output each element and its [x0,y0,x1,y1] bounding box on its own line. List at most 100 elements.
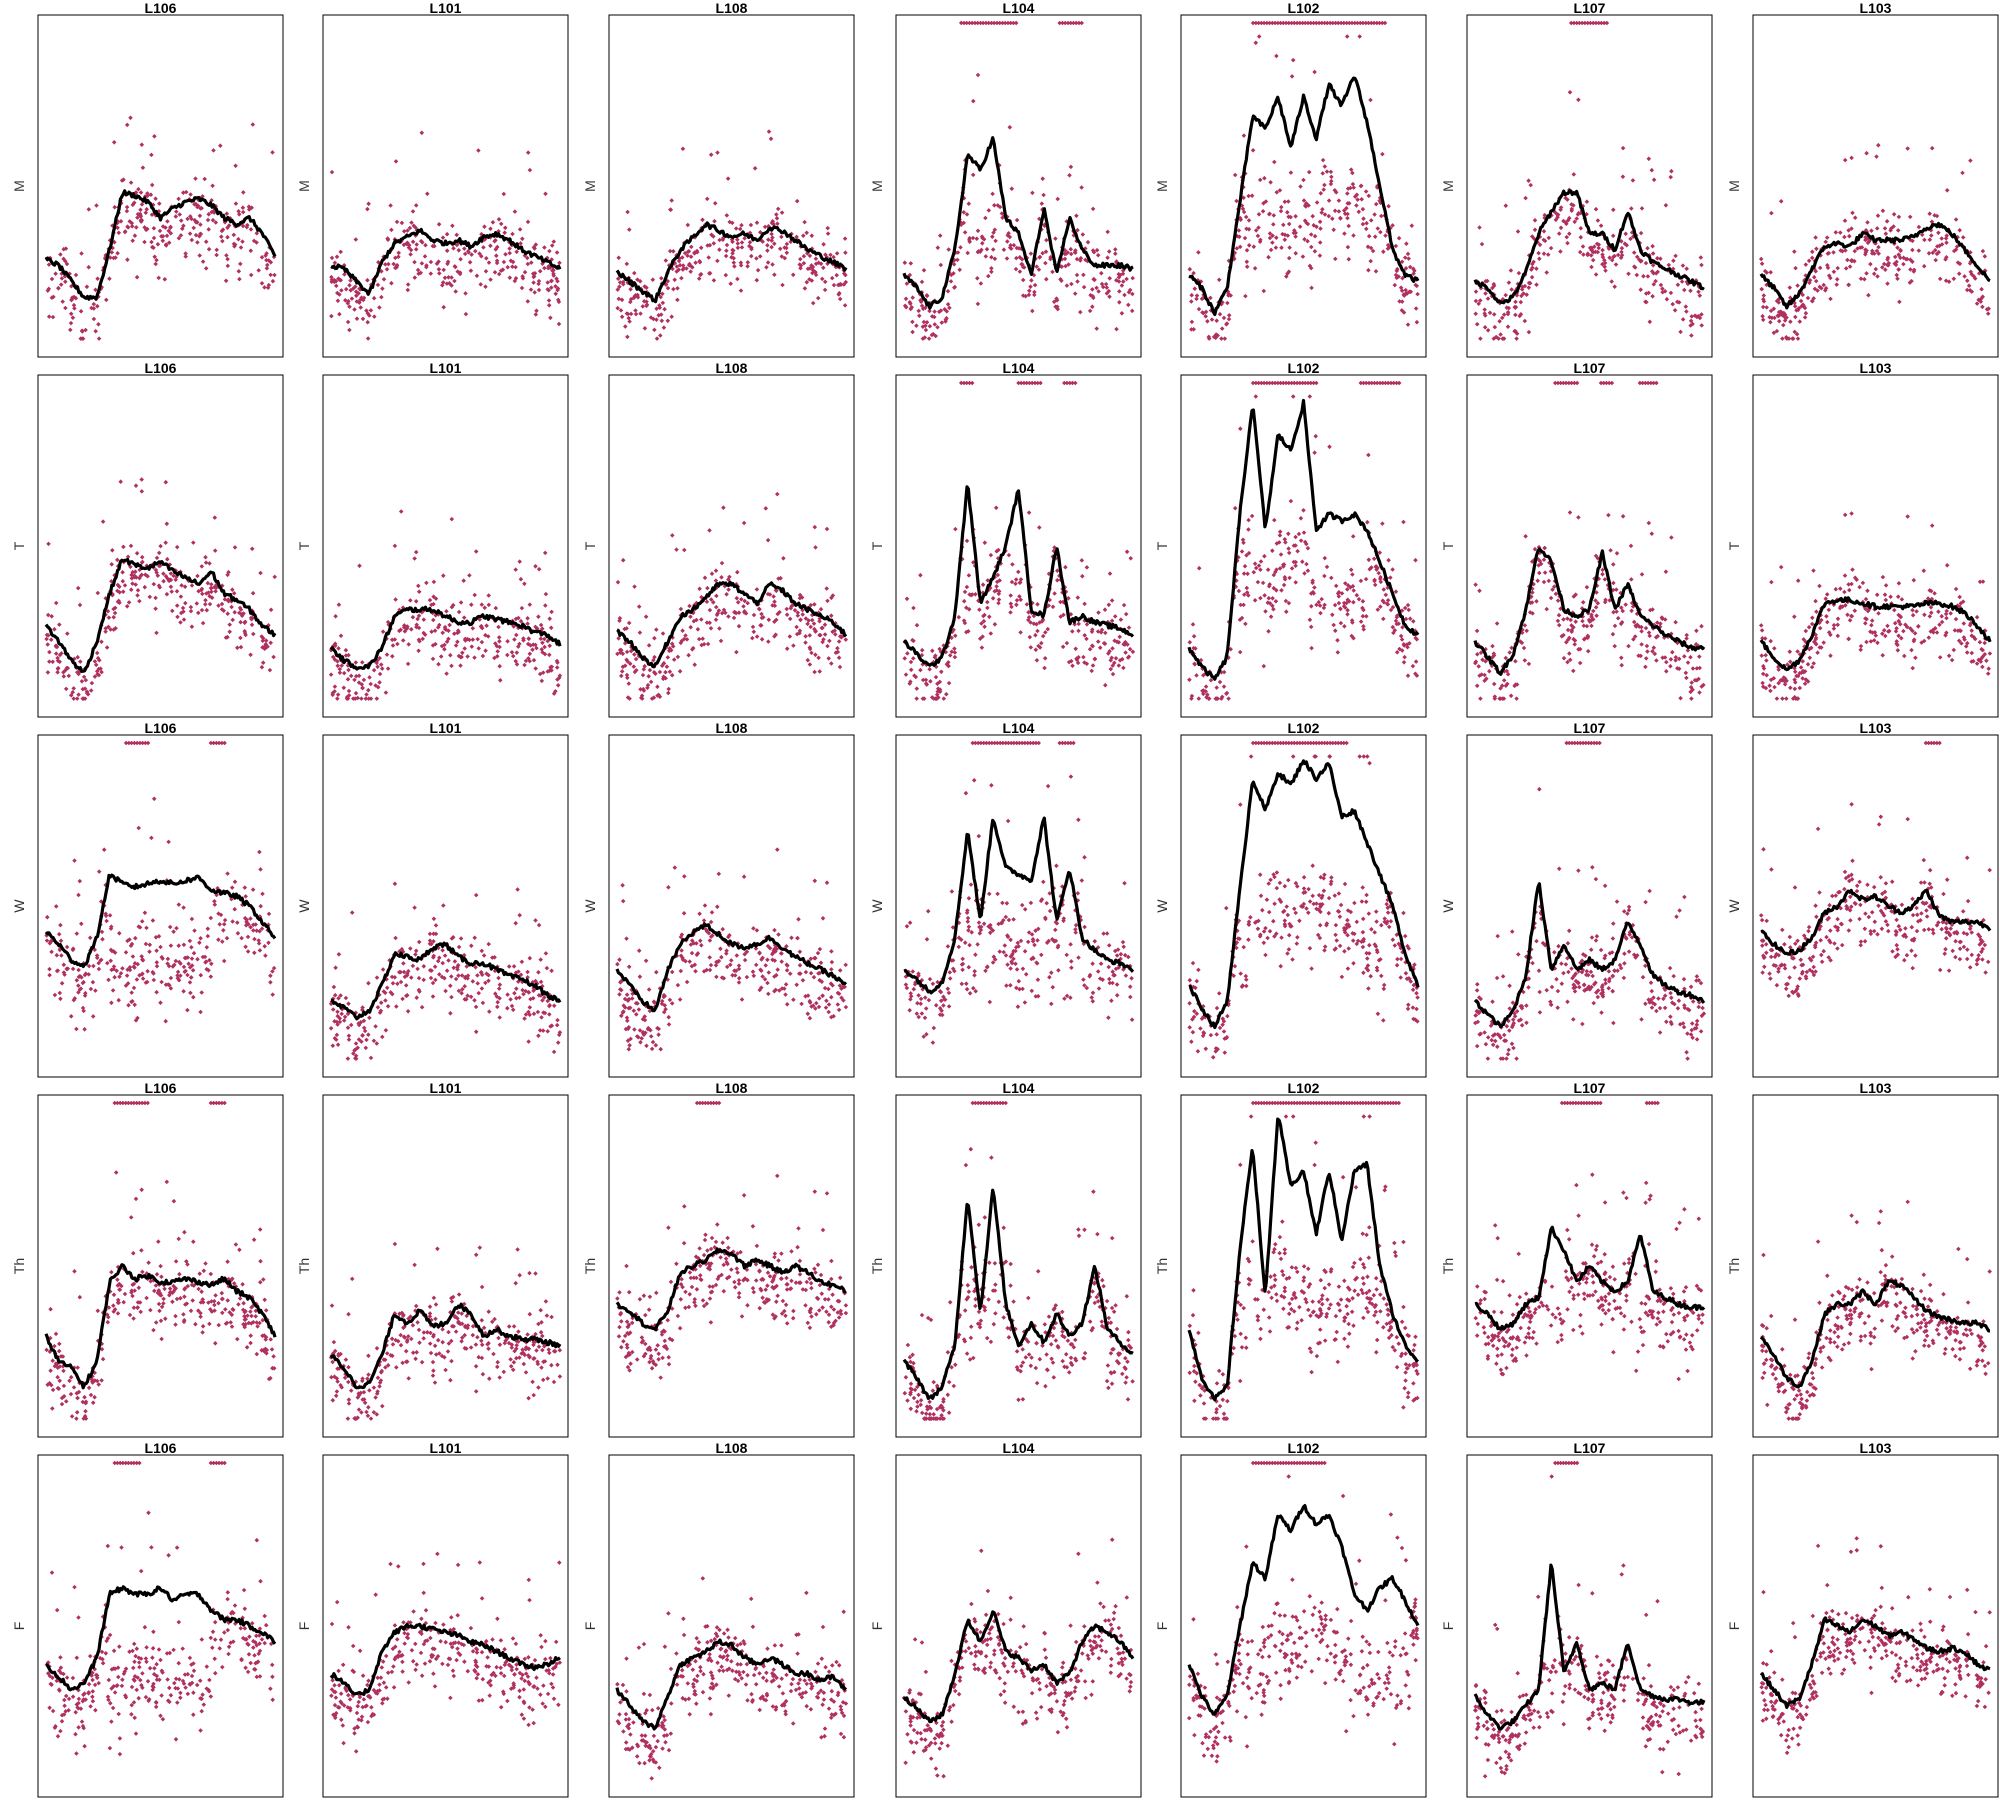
data-point [378,662,384,667]
data-point [357,297,363,303]
data-point [1555,598,1561,603]
data-point [1817,583,1822,589]
data-point [1809,255,1815,261]
data-point [360,316,366,322]
data-point [120,578,126,584]
data-point [183,600,188,606]
data-point [82,1027,87,1032]
data-point [908,667,914,673]
data-point [1792,249,1797,254]
data-point [447,622,452,628]
data-point [1558,225,1564,231]
data-point [1572,642,1577,647]
data-point [924,320,930,325]
data-point [1074,256,1080,262]
data-point [836,639,842,644]
data-point [1936,609,1941,614]
data-point [1312,233,1318,239]
data-point [231,232,237,238]
data-point [996,600,1001,606]
data-point [343,298,348,303]
data-point [993,505,999,511]
data-point [1813,278,1819,284]
data-point [195,240,200,245]
data-point [1371,556,1377,562]
data-point [805,266,811,272]
data-point [1286,255,1292,261]
data-point [642,284,647,289]
data-point [1363,576,1369,582]
data-point [1273,245,1279,250]
data-point [754,256,759,261]
data-point [985,605,990,611]
data-point [1091,249,1097,255]
data-point [1584,199,1590,204]
data-point [834,251,840,256]
data-point [390,654,395,659]
data-point [193,176,198,181]
data-point [706,255,711,260]
data-point [1834,282,1839,287]
data-point [1066,262,1071,267]
smoothed-line [330,227,562,296]
data-point [1858,643,1864,649]
data-point [1905,146,1910,151]
data-point [401,229,407,234]
data-point [666,686,671,692]
data-point [156,550,162,556]
data-point [1130,291,1135,297]
data-point [1639,572,1645,577]
data-point [486,593,491,598]
data-point [675,286,680,291]
data-point [375,664,380,670]
data-point [116,230,122,236]
data-point [1283,540,1288,545]
data-point [437,271,442,276]
top-flag-point [1654,380,1659,386]
data-point [1390,567,1395,572]
data-point [1926,251,1932,256]
data-point [151,796,157,802]
data-point [225,234,230,240]
data-point [1646,520,1652,526]
data-point [1070,663,1075,669]
data-point [181,617,187,622]
data-point [206,246,212,252]
data-point [1246,243,1252,248]
data-point [689,244,694,250]
scatter-points [902,20,1135,341]
data-point [136,825,141,831]
data-point [1689,314,1694,319]
data-point [1064,283,1070,288]
panel-frame [1466,14,1713,358]
data-point [1485,328,1491,333]
data-point [1187,677,1192,683]
data-point [719,575,724,580]
data-point [1645,649,1650,654]
data-point [1772,646,1777,651]
data-point [1397,299,1402,304]
data-point [801,260,807,266]
data-point [659,276,664,281]
data-point [802,286,808,291]
data-point [187,980,193,985]
data-point [1542,545,1547,551]
data-point [1268,180,1273,185]
data-point [1883,231,1889,236]
data-point [1386,557,1391,563]
data-point [480,653,486,659]
data-point [1360,221,1366,227]
data-point [337,311,342,317]
data-point [982,540,988,545]
data-point [133,483,139,488]
data-point [675,654,681,660]
data-point [174,544,180,550]
data-point [1619,662,1624,668]
data-point [1411,619,1416,624]
data-point [791,643,796,648]
data-point [520,236,525,242]
data-point [923,327,929,333]
data-point [1205,319,1210,324]
data-point [1548,595,1554,601]
